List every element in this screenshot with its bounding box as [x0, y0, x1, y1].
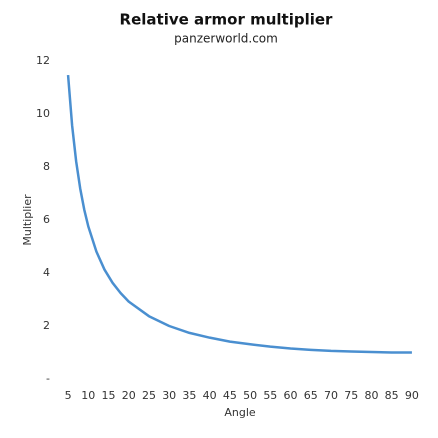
y-tick-label: - [46, 372, 50, 385]
x-tick-label: 5 [65, 389, 72, 402]
x-axis-label: Angle [224, 406, 256, 419]
x-tick-label: 30 [162, 389, 176, 402]
y-axis-label: Multiplier [21, 194, 34, 246]
x-tick-label: 40 [203, 389, 217, 402]
x-tick-label: 75 [344, 389, 358, 402]
x-tick-label: 55 [263, 389, 277, 402]
x-tick-label: 50 [243, 389, 257, 402]
chart-subtitle: panzerworld.com [174, 32, 278, 46]
data-line [66, 74, 412, 354]
y-tick-label: 2 [43, 319, 50, 332]
x-tick-label: 90 [405, 389, 419, 402]
x-tick-label: 65 [304, 389, 318, 402]
y-tick-label: 10 [36, 107, 50, 120]
chart-title: Relative armor multiplier [120, 11, 334, 29]
y-tick-label: 8 [43, 160, 50, 173]
x-tick-label: 70 [324, 389, 338, 402]
x-tick-label: 25 [142, 389, 156, 402]
x-tick-label: 15 [102, 389, 116, 402]
x-tick-label: 20 [122, 389, 136, 402]
y-tick-label: 4 [43, 266, 50, 279]
x-tick-label: 80 [364, 389, 378, 402]
x-tick-label: 60 [284, 389, 298, 402]
y-tick-label: 12 [36, 54, 50, 67]
y-tick-label: 6 [43, 213, 50, 226]
x-tick-label: 85 [385, 389, 399, 402]
x-tick-label: 45 [223, 389, 237, 402]
x-tick-label: 35 [182, 389, 196, 402]
x-tick-label: 10 [81, 389, 95, 402]
